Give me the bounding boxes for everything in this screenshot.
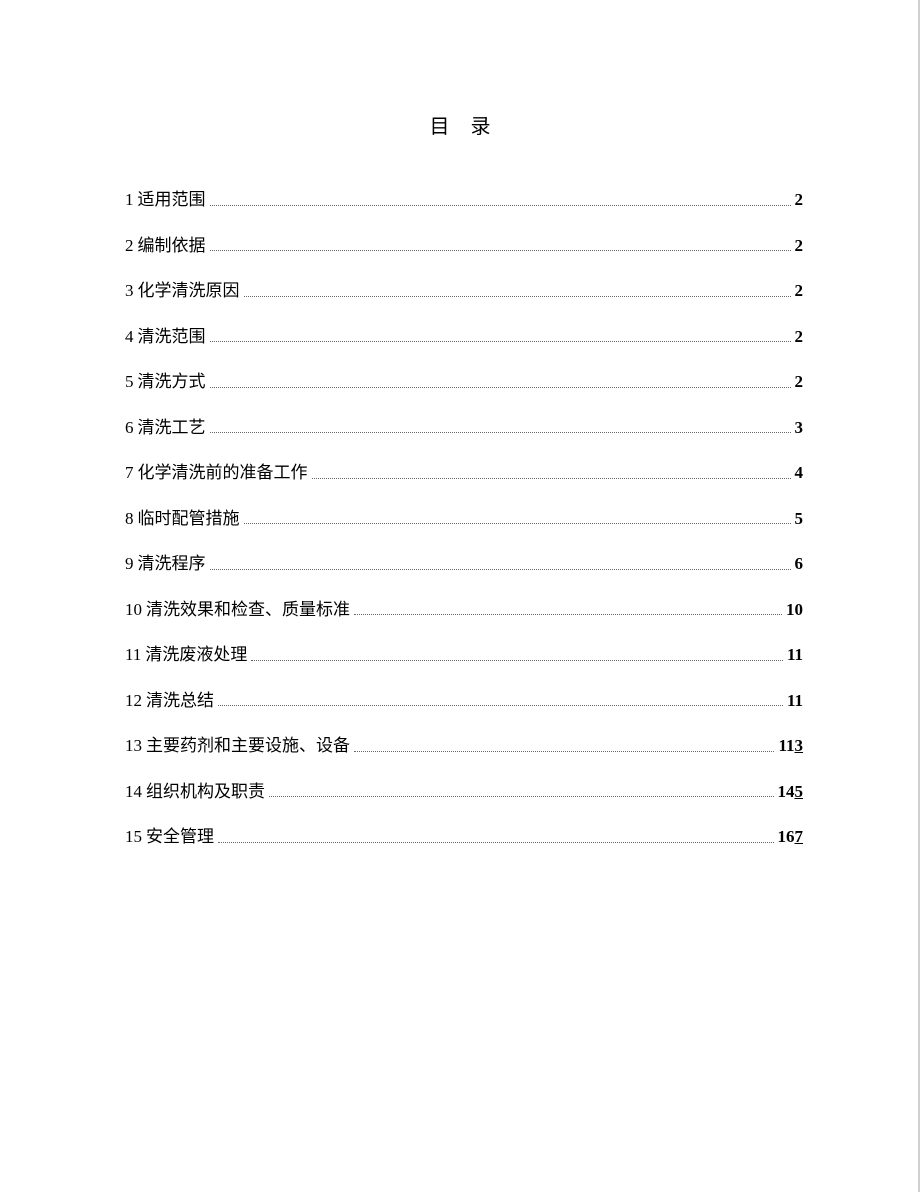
entry-page-main: 11: [778, 736, 794, 755]
entry-page-main: 2: [795, 190, 804, 209]
entry-leader-dots: [210, 569, 791, 570]
entry-number: 4: [125, 324, 134, 350]
entry-leader-dots: [244, 296, 791, 297]
entry-page-number: 2: [795, 233, 804, 259]
entry-leader-dots: [218, 705, 783, 706]
entry-page-main: 2: [795, 372, 804, 391]
toc-entry: 1适用范围 2: [125, 187, 803, 213]
toc-entry: 15 安全管理 167: [125, 824, 803, 850]
entry-title: 组织机构及职责: [146, 779, 265, 805]
entry-page-number: 113: [778, 733, 803, 759]
entry-leader-dots: [354, 751, 774, 752]
entry-page-number: 2: [795, 369, 804, 395]
entry-title: 清洗效果和检查、质量标准: [146, 597, 350, 623]
entry-number: 7: [125, 460, 134, 486]
entry-page-number: 145: [778, 779, 804, 805]
toc-entry: 11清洗废液处理11: [125, 642, 803, 668]
entry-number: 3: [125, 278, 134, 304]
entry-title: 临时配管措施: [138, 506, 240, 532]
entry-page-number: 6: [795, 551, 804, 577]
entry-leader-dots: [354, 614, 782, 615]
entry-title: 清洗程序: [138, 551, 206, 577]
entry-number: 8: [125, 506, 134, 532]
toc-list: 1适用范围22编制依据23化学清洗原因24清洗范围25清洗方式26清洗工艺37化…: [125, 187, 803, 850]
entry-title: 适用范围: [138, 187, 206, 213]
toc-entry: 5清洗方式 2: [125, 369, 803, 395]
entry-title: 主要药剂和主要设施、设备: [146, 733, 350, 759]
entry-title: 清洗废液处理: [145, 642, 247, 668]
entry-page-main: 2: [795, 327, 804, 346]
toc-entry: 14 组织机构及职责145: [125, 779, 803, 805]
entry-number: 13: [125, 733, 142, 759]
entry-page-main: 2: [795, 281, 804, 300]
toc-title: 目 录: [125, 110, 803, 139]
entry-page-main: 11: [787, 691, 803, 710]
entry-page-number: 10: [786, 597, 803, 623]
entry-page-suffix: 5: [795, 782, 804, 801]
toc-entry: 2编制依据2: [125, 233, 803, 259]
entry-title: 化学清洗原因: [138, 278, 240, 304]
entry-leader-dots: [210, 387, 791, 388]
toc-entry: 3化学清洗原因 2: [125, 278, 803, 304]
entry-page-number: 4: [795, 460, 804, 486]
entry-page-number: 3: [795, 415, 804, 441]
entry-leader-dots: [251, 660, 783, 661]
toc-entry: 10 清洗效果和检查、质量标准10: [125, 597, 803, 623]
entry-title: 清洗工艺: [138, 415, 206, 441]
entry-page-main: 14: [778, 782, 795, 801]
entry-number: 2: [125, 233, 134, 259]
entry-page-main: 2: [795, 236, 804, 255]
entry-page-number: 2: [795, 324, 804, 350]
entry-page-suffix: 7: [795, 827, 804, 846]
toc-entry: 4清洗范围 2: [125, 324, 803, 350]
entry-leader-dots: [218, 842, 774, 843]
entry-page-number: 5: [795, 506, 804, 532]
entry-leader-dots: [244, 523, 791, 524]
toc-entry: 12 清洗总结 11: [125, 688, 803, 714]
entry-leader-dots: [312, 478, 791, 479]
entry-page-main: 11: [787, 645, 803, 664]
entry-number: 14: [125, 779, 142, 805]
entry-page-main: 3: [795, 418, 804, 437]
entry-page-main: 6: [795, 554, 804, 573]
toc-entry: 8临时配管措施 5: [125, 506, 803, 532]
toc-entry: 9清洗程序 6: [125, 551, 803, 577]
entry-number: 11: [125, 642, 141, 668]
entry-number: 6: [125, 415, 134, 441]
toc-entry: 6清洗工艺 3: [125, 415, 803, 441]
toc-entry: 13 主要药剂和主要设施、设备 113: [125, 733, 803, 759]
entry-page-suffix: 3: [795, 736, 804, 755]
entry-title: 安全管理: [146, 824, 214, 850]
entry-number: 5: [125, 369, 134, 395]
entry-title: 化学清洗前的准备工作: [138, 460, 308, 486]
entry-page-main: 4: [795, 463, 804, 482]
page-content: 目 录 1适用范围22编制依据23化学清洗原因24清洗范围25清洗方式26清洗工…: [0, 0, 918, 850]
entry-leader-dots: [269, 796, 774, 797]
entry-page-number: 2: [795, 187, 804, 213]
entry-number: 1: [125, 187, 134, 213]
entry-number: 10: [125, 597, 142, 623]
entry-page-number: 11: [787, 688, 803, 714]
entry-number: 12: [125, 688, 142, 714]
entry-leader-dots: [210, 432, 791, 433]
entry-page-main: 16: [778, 827, 795, 846]
entry-page-number: 11: [787, 642, 803, 668]
entry-title: 清洗方式: [138, 369, 206, 395]
entry-leader-dots: [210, 341, 791, 342]
entry-leader-dots: [210, 250, 791, 251]
entry-number: 9: [125, 551, 134, 577]
entry-page-number: 167: [778, 824, 804, 850]
entry-title: 编制依据: [138, 233, 206, 259]
entry-number: 15: [125, 824, 142, 850]
entry-page-main: 10: [786, 600, 803, 619]
entry-title: 清洗总结: [146, 688, 214, 714]
entry-page-main: 5: [795, 509, 804, 528]
entry-leader-dots: [210, 205, 791, 206]
entry-page-number: 2: [795, 278, 804, 304]
entry-title: 清洗范围: [138, 324, 206, 350]
toc-entry: 7化学清洗前的准备工作 4: [125, 460, 803, 486]
